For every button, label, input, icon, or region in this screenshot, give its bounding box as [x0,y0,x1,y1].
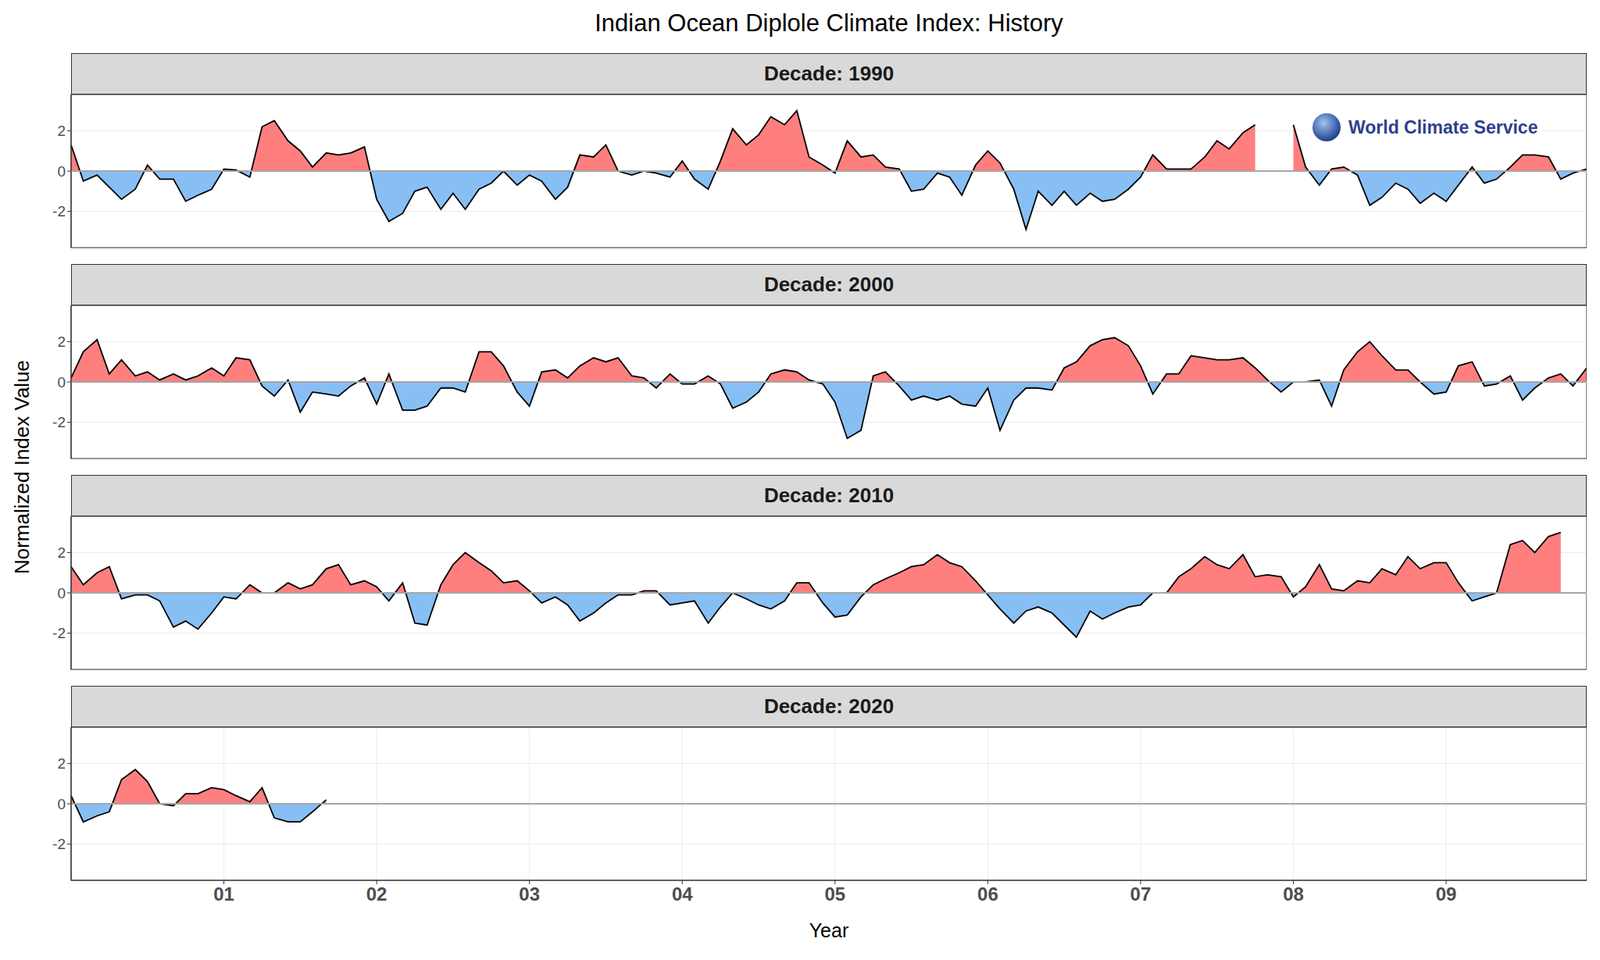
html-text:World Climate Service: World Climate Service [1348,116,1538,138]
svg-text:2: 2 [57,544,66,561]
svg-text:0: 0 [57,796,66,813]
svg-text:06: 06 [977,883,999,905]
svg-text:08: 08 [1282,883,1304,905]
html-text:Indian Ocean Diplole Climate I: Indian Ocean Diplole Climate Index: Hist… [594,9,1064,37]
svg-text:01: 01 [213,883,235,905]
svg-text:-2: -2 [52,414,66,431]
svg-text:09: 09 [1435,883,1458,905]
svg-text:03: 03 [518,883,540,905]
html-text:Year: Year [809,919,849,942]
svg-text:-2: -2 [52,835,66,853]
svg-text:04: 04 [671,883,693,905]
svg-text:0: 0 [57,374,66,391]
html-text:Decade: 2010: Decade: 2010 [763,483,894,508]
html-text:Decade: 2000: Decade: 2000 [763,272,894,297]
html-text:Normalized Index Value: Normalized Index Value [9,359,34,574]
svg-text:05: 05 [824,883,846,905]
svg-text:2: 2 [57,333,66,350]
svg-text:2: 2 [57,755,66,772]
svg-text:02: 02 [366,883,388,905]
svg-text:0: 0 [57,585,66,602]
svg-text:0: 0 [57,163,66,180]
svg-text:2: 2 [57,122,66,140]
svg-text:-2: -2 [52,625,66,642]
svg-text:07: 07 [1130,883,1152,905]
html-text:Decade: 2020: Decade: 2020 [763,694,894,718]
svg-text:-2: -2 [52,203,66,220]
html-text:Decade: 1990: Decade: 1990 [763,61,894,86]
